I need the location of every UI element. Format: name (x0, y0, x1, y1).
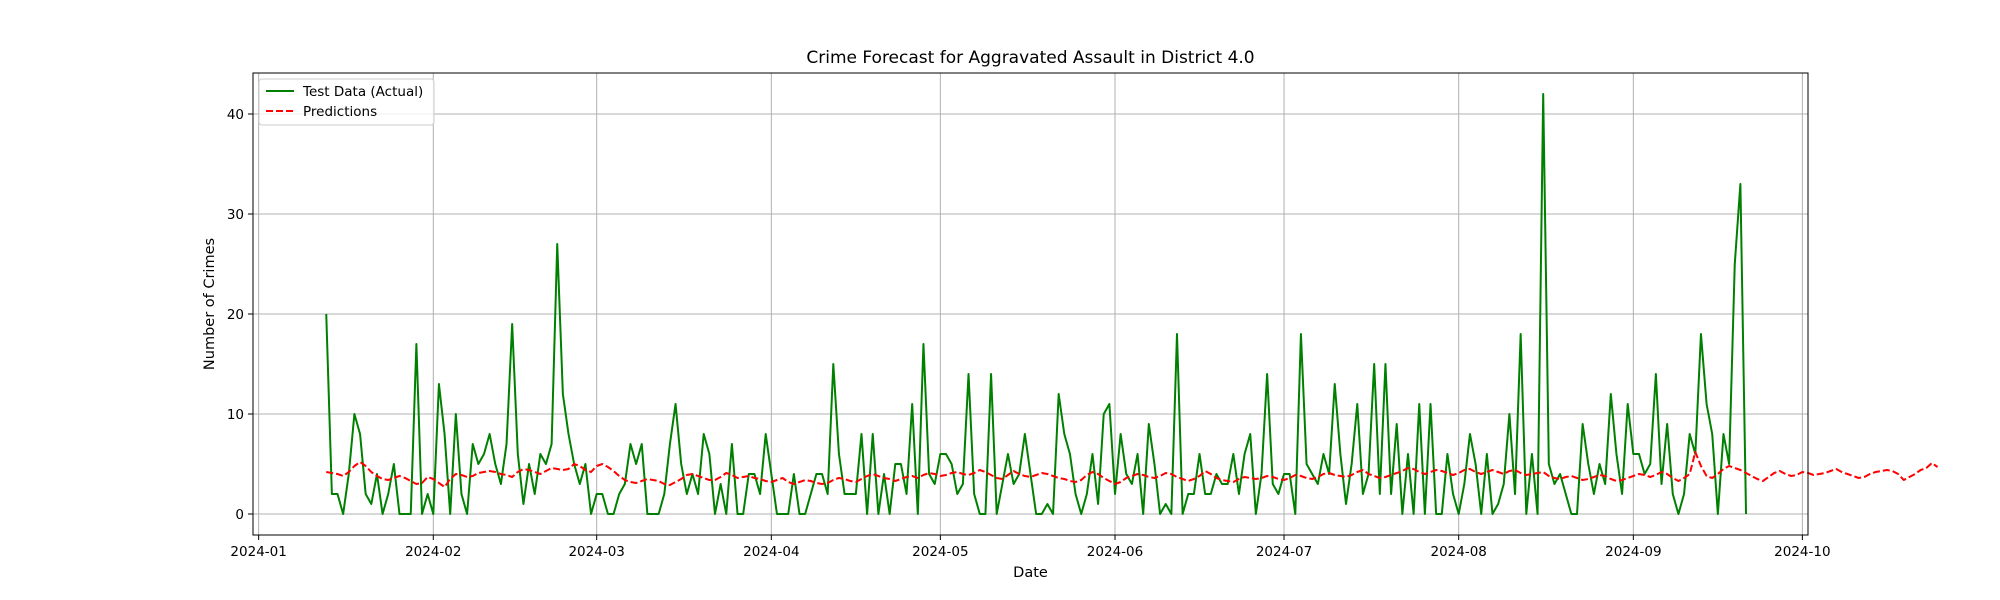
series-group (325, 93, 1939, 515)
x-tick-label: 2024-09 (1605, 544, 1661, 560)
series-line-predictions (326, 451, 1939, 488)
x-axis-label: Date (1013, 565, 1048, 581)
legend-box (258, 78, 435, 126)
y-tick-label: 40 (227, 107, 244, 123)
y-tick-label: 0 (235, 507, 244, 523)
x-tick-label: 2024-04 (743, 544, 799, 560)
series-line-actual (325, 93, 1748, 515)
x-tick-label: 2024-05 (912, 544, 968, 560)
x-axis: 2024-01 2024-02 2024-03 2024-04 2024-05 2024-… (230, 535, 1831, 560)
plot-frame (252, 72, 1809, 536)
x-tick-label: 2024-02 (405, 544, 461, 560)
x-tick-label: 2024-06 (1087, 544, 1143, 560)
x-tick-label: 2024-03 (568, 544, 624, 560)
x-tick-label: 2024-01 (230, 544, 286, 560)
grid-lines (253, 73, 1808, 535)
legend: Test Data (Actual) Predictions (258, 78, 435, 126)
legend-label-predictions: Predictions (303, 104, 377, 120)
y-tick-label: 10 (227, 407, 244, 423)
x-tick-label: 2024-10 (1774, 544, 1830, 560)
chart-title: Crime Forecast for Aggravated Assault in… (806, 48, 1254, 68)
legend-label-actual: Test Data (Actual) (302, 84, 423, 100)
y-axis: 0 10 20 30 40 (227, 107, 253, 523)
y-tick-label: 30 (227, 207, 244, 223)
y-tick-label: 20 (227, 307, 244, 323)
y-axis-label: Number of Crimes (202, 238, 218, 370)
x-tick-label: 2024-07 (1256, 544, 1312, 560)
x-tick-label: 2024-08 (1430, 544, 1486, 560)
